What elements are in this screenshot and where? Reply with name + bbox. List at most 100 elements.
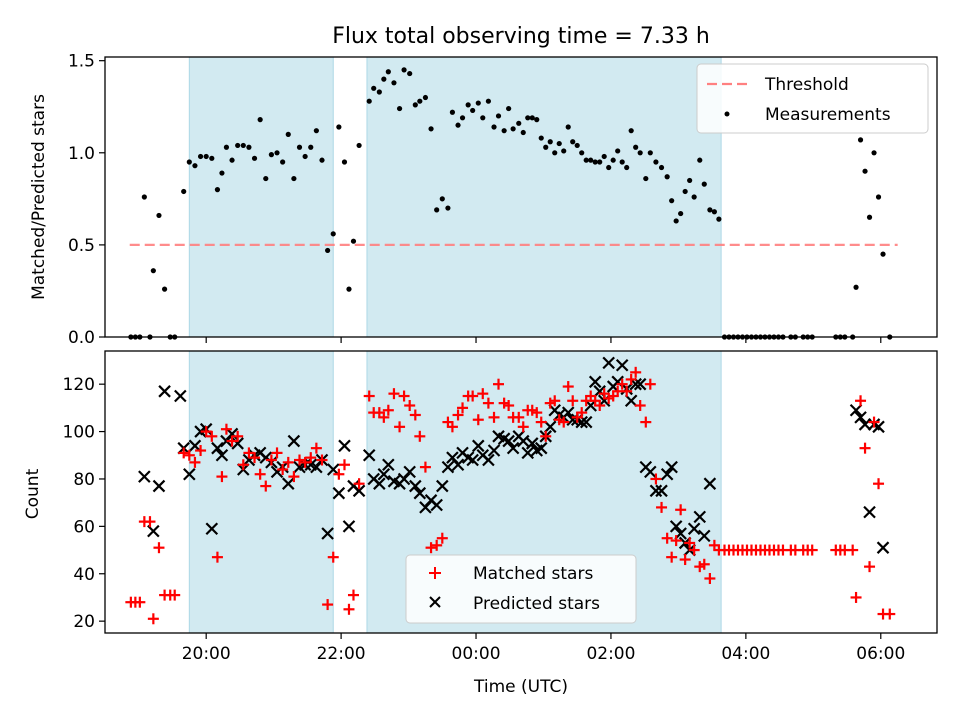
measurement-point xyxy=(597,159,603,165)
matched-star-point xyxy=(540,430,552,442)
predicted-star-point xyxy=(660,467,674,481)
top-y-tick-label: 0.5 xyxy=(68,236,95,256)
matched-star-point xyxy=(178,447,190,459)
matched-star-point xyxy=(404,400,416,412)
matched-star-point xyxy=(310,442,322,454)
x-tick-label: 04:00 xyxy=(721,644,770,664)
predicted-star-point xyxy=(506,441,520,455)
measurement-point xyxy=(449,109,456,115)
measurement-point xyxy=(716,216,722,222)
measurement-point xyxy=(141,194,147,200)
matched-star-point xyxy=(806,544,818,556)
matched-star-point xyxy=(134,596,146,608)
x-tick-label: 06:00 xyxy=(856,644,905,664)
measurement-point xyxy=(455,122,461,128)
measurement-point xyxy=(579,150,585,156)
predicted-star-point xyxy=(342,520,356,533)
measurement-point xyxy=(192,163,198,169)
predicted-star-point xyxy=(373,477,386,490)
matched-star-point xyxy=(684,537,696,549)
predicted-star-point xyxy=(703,477,717,490)
measurement-point xyxy=(543,144,549,150)
matched-star-point xyxy=(327,551,339,563)
measurement-point xyxy=(485,98,491,104)
measurement-point xyxy=(592,159,598,165)
matched-star-point xyxy=(679,554,691,566)
predicted-star-point xyxy=(403,465,416,479)
x-tick-label: 22:00 xyxy=(317,644,366,664)
matched-star-point xyxy=(517,421,529,433)
predicted-star-point xyxy=(352,484,366,498)
matched-star-point xyxy=(282,456,294,468)
matched-star-point xyxy=(347,589,359,601)
matched-star-point xyxy=(477,388,489,400)
legend-matched-label: Matched stars xyxy=(473,564,593,584)
bottom-y-tick-label: 120 xyxy=(63,375,95,395)
measurement-point xyxy=(156,212,162,219)
bottom-y-axis-label: Count xyxy=(23,468,43,519)
measurement-point xyxy=(637,150,643,156)
predicted-star-point xyxy=(534,441,548,455)
matched-star-point xyxy=(333,468,345,480)
measurement-point xyxy=(647,150,653,156)
measurement-point xyxy=(209,155,215,161)
bottom-y-tick-label: 20 xyxy=(73,612,95,632)
matched-star-point xyxy=(656,501,668,513)
measurement-point xyxy=(687,177,693,184)
matched-star-point xyxy=(531,407,543,419)
matched-star-point xyxy=(675,504,687,516)
matched-star-point xyxy=(294,454,306,466)
bottom-y-tick-label: 40 xyxy=(73,565,95,585)
measurement-point xyxy=(871,150,877,156)
matched-star-point xyxy=(382,404,394,416)
measurement-point xyxy=(570,139,576,145)
predicted-star-point xyxy=(409,479,422,493)
measurement-point xyxy=(302,153,308,160)
matched-star-point xyxy=(216,471,228,483)
predicted-star-point xyxy=(215,448,229,462)
measurement-point xyxy=(862,168,868,174)
x-tick-label: 02:00 xyxy=(586,644,635,664)
matched-star-point xyxy=(431,539,443,551)
matched-star-point xyxy=(884,608,896,620)
measurement-point xyxy=(350,238,357,244)
measurement-point xyxy=(470,107,476,114)
measurement-point xyxy=(366,98,372,104)
predicted-star-point xyxy=(521,446,535,460)
matched-star-point xyxy=(305,452,317,464)
matched-star-point xyxy=(488,411,500,423)
measurement-point xyxy=(495,113,502,119)
measurement-point xyxy=(711,209,717,215)
measurement-point xyxy=(268,152,274,158)
predicted-star-point xyxy=(863,505,876,519)
matched-star-point xyxy=(625,373,637,385)
matched-star-point xyxy=(446,421,458,433)
measurement-point xyxy=(376,89,382,95)
matched-star-point xyxy=(394,421,406,433)
matched-star-point xyxy=(640,416,652,428)
top-shaded-interval-1 xyxy=(366,56,722,338)
predicted-star-point xyxy=(287,434,301,448)
measurement-point xyxy=(857,137,864,143)
measurement-point xyxy=(439,196,445,202)
measurement-point xyxy=(336,124,342,130)
matched-star-point xyxy=(630,366,642,378)
predicted-star-point xyxy=(665,460,678,474)
predicted-star-point xyxy=(697,529,711,543)
matched-star-point xyxy=(436,532,448,544)
legend-predicted-label: Predicted stars xyxy=(473,594,600,614)
matched-star-point xyxy=(153,542,165,554)
predicted-star-point xyxy=(174,389,187,403)
measurement-point xyxy=(556,140,562,147)
measurement-point xyxy=(346,286,352,292)
predicted-star-point xyxy=(377,467,391,481)
matched-star-point xyxy=(409,409,421,421)
predicted-star-point xyxy=(338,439,351,453)
matched-star-point xyxy=(594,400,606,412)
measurement-point xyxy=(853,284,859,290)
measurement-point xyxy=(619,159,625,165)
matched-star-point xyxy=(322,599,334,611)
predicted-star-point xyxy=(854,411,867,424)
predicted-star-point xyxy=(382,458,395,472)
matched-star-point xyxy=(211,551,223,563)
